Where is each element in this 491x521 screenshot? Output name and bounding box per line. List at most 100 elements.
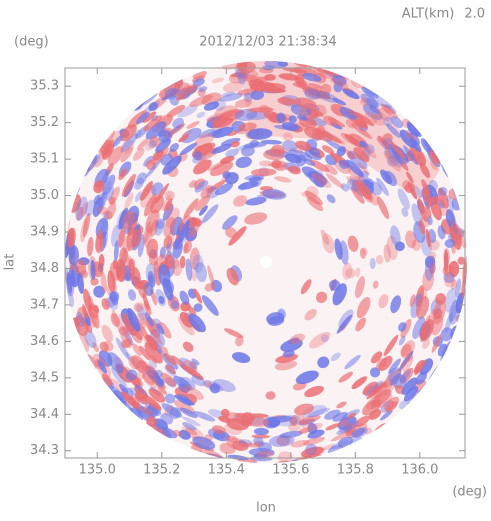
radar-echo <box>177 394 191 403</box>
radar-echo <box>383 116 393 127</box>
radar-echo <box>149 355 158 364</box>
radar-echo <box>110 313 120 327</box>
radar-echo <box>164 87 179 100</box>
radar-echo <box>104 130 116 144</box>
radar-echo <box>115 337 130 360</box>
radar-echo <box>287 337 300 345</box>
radar-echo <box>136 304 147 321</box>
radar-echo <box>134 191 142 202</box>
radar-echo <box>209 161 234 177</box>
radar-echo <box>124 265 132 281</box>
radar-echo <box>118 225 126 248</box>
radar-echo <box>88 303 100 329</box>
radar-echo <box>304 88 321 100</box>
radar-echo <box>132 343 142 356</box>
radar-echo <box>362 103 383 121</box>
radar-echo <box>325 139 346 153</box>
radar-echo <box>336 314 353 334</box>
radar-echo <box>245 197 267 206</box>
radar-echo <box>160 413 174 425</box>
radar-echo <box>344 133 363 148</box>
radar-echo <box>174 394 192 406</box>
radar-echo <box>304 172 313 179</box>
radar-echo <box>66 272 73 294</box>
radar-echo <box>136 360 150 374</box>
radar-echo <box>136 312 148 326</box>
radar-echo <box>327 117 345 128</box>
x-unit: (deg) <box>452 485 487 500</box>
radar-echo <box>415 285 425 308</box>
radar-echo <box>406 120 423 138</box>
radar-echo <box>148 388 166 403</box>
radar-echo <box>376 196 390 220</box>
radar-echo <box>398 335 406 346</box>
radar-echo <box>343 424 354 437</box>
radar-echo <box>365 97 379 108</box>
radar-echo <box>430 160 438 171</box>
radar-echo <box>192 373 203 381</box>
radar-echo <box>141 406 153 416</box>
radar-echo <box>145 422 161 434</box>
radar-echo <box>389 372 402 386</box>
radar-echo <box>120 133 138 153</box>
radar-echo <box>406 171 414 184</box>
radar-echo <box>93 180 105 194</box>
radar-echo <box>353 147 370 163</box>
radar-echo <box>144 342 163 364</box>
radar-echo <box>364 427 372 435</box>
radar-echo <box>295 74 305 86</box>
radar-echo <box>196 111 206 118</box>
radar-echo <box>138 323 151 343</box>
radar-echo <box>183 198 199 219</box>
radar-echo <box>378 355 393 372</box>
radar-echo <box>127 307 141 332</box>
radar-echo <box>131 228 142 248</box>
radar-echo <box>400 318 412 338</box>
radar-echo <box>93 154 104 168</box>
radar-echo <box>171 259 183 277</box>
radar-echo <box>320 229 330 246</box>
radar-echo <box>146 238 159 259</box>
radar-echo <box>118 168 127 181</box>
radar-echo <box>332 283 347 306</box>
radar-echo <box>369 257 376 270</box>
radar-echo <box>116 210 126 230</box>
radar-echo <box>390 295 402 314</box>
radar-echo <box>170 300 180 309</box>
radar-echo <box>74 259 87 277</box>
radar-echo <box>193 288 203 304</box>
radar-echo <box>191 358 200 366</box>
radar-echo <box>112 135 123 148</box>
radar-echo <box>238 181 259 190</box>
radar-echo <box>212 425 226 434</box>
radar-echo <box>82 304 88 319</box>
radar-echo <box>401 377 418 395</box>
radar-echo <box>304 149 322 161</box>
radar-echo <box>164 366 177 378</box>
radar-echo <box>282 67 307 74</box>
radar-echo <box>361 86 379 99</box>
radar-echo <box>198 128 216 139</box>
radar-echo <box>271 159 282 168</box>
radar-echo <box>124 192 134 210</box>
radar-echo <box>112 277 117 293</box>
radar-echo <box>224 328 244 339</box>
radar-echo <box>305 443 318 456</box>
radar-echo <box>256 450 275 458</box>
radar-echo <box>282 349 295 358</box>
radar-echo <box>336 425 353 435</box>
radar-echo <box>387 367 402 382</box>
radar-echo <box>101 324 114 343</box>
radar-echo <box>135 370 146 381</box>
radar-echo <box>232 352 251 364</box>
radar-echo <box>401 207 409 218</box>
radar-echo <box>437 225 446 240</box>
radar-echo <box>138 360 149 372</box>
radar-echo <box>113 240 119 263</box>
radar-echo <box>244 212 268 225</box>
radar-echo <box>301 86 326 96</box>
radar-echo <box>127 396 140 408</box>
radar-echo <box>193 303 203 312</box>
radar-echo <box>369 105 380 114</box>
